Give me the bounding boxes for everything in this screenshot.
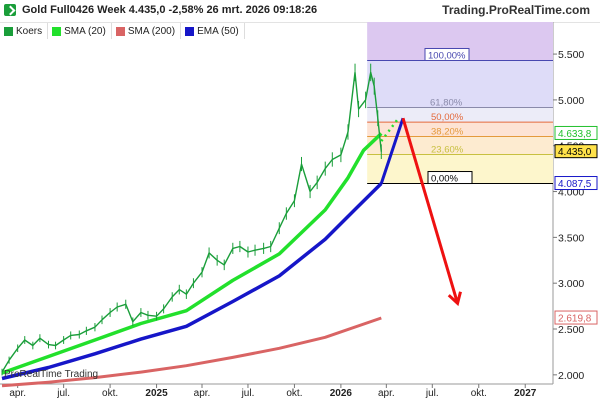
series-line [1,132,383,375]
fib-label-box [424,47,470,61]
axis-value-label: 4.087,5 [558,179,592,190]
axis-value-tag [554,125,598,140]
x-tick-label: jul. [56,388,70,399]
y-tick-label: 5.000 [558,95,584,107]
watermark-note: ProRealTime Trading [4,369,99,380]
projection-arrow-head [447,291,462,307]
fib-level-label: 0,00% [431,174,458,185]
y-tick-label: 2.000 [558,370,584,382]
instrument-title: Gold Full0426 Week 4.435,0 -2,58% 26 mrt… [22,4,318,16]
x-tick-label: okt. [286,388,302,399]
price-line [1,71,382,373]
projection-up-line [379,117,405,184]
x-tick-label: jul. [425,388,439,399]
legend-label: SMA (20) [64,25,106,37]
legend-swatch [4,26,13,36]
x-tick-label: okt. [102,388,118,399]
fib-zone [367,107,553,123]
legend-swatch [52,26,62,36]
legend-item-sma20[interactable]: SMA (20) [48,23,112,39]
fib-label-box [427,171,473,185]
axis-value-tag [554,144,598,159]
y-tick-label: 3.500 [558,232,584,244]
fib-level-label: 50,00% [431,112,464,123]
legend-label: Koers [16,25,43,37]
y-tick-label: 3.000 [558,278,584,290]
x-tick-label: 2026 [330,388,353,399]
axis-value-tag [554,310,598,325]
legend-item-ema50[interactable]: EMA (50) [181,23,245,39]
series-line [1,182,383,381]
x-tick-label: 2027 [514,388,537,399]
x-tick-label: apr. [194,388,211,399]
x-tick-label: apr. [9,388,26,399]
legend-label: EMA (50) [197,25,239,37]
fib-zone [367,122,553,137]
y-tick-label: 2.500 [558,324,584,336]
series-line [1,316,382,388]
x-tick-label: 2025 [145,388,168,399]
legend-item-sma200[interactable]: SMA (200) [112,23,182,39]
x-tick-label: jul. [241,388,255,399]
axis-value-tag [554,176,598,191]
x-tick-label: apr. [378,388,395,399]
x-tick-label: okt. [471,388,487,399]
prorealtime-logo-icon [4,4,16,16]
y-tick-label: 5.500 [558,49,584,61]
fib-level-label: 38,20% [431,127,464,138]
fib-level-label: 23,60% [431,145,464,156]
fib-level-label: 100,00% [428,50,466,61]
projection-down-arrow [401,117,459,304]
indicator-legend: Koers SMA (20) SMA (200) EMA (50) [0,23,245,39]
legend-label: SMA (200) [127,25,176,37]
chart-header: Gold Full0426 Week 4.435,0 -2,58% 26 mrt… [0,0,600,23]
fib-zone [367,60,553,108]
brand-label: Trading.ProRealTime.com [442,3,590,17]
legend-swatch [185,26,195,36]
legend-item-price[interactable]: Koers [0,23,49,39]
axis-value-label: 2.619,8 [558,314,592,325]
fib-level-label: 61,80% [430,98,463,109]
legend-swatch [115,26,125,36]
axis-value-label: 4.435,0 [558,147,592,158]
axis-value-label: 4.633,8 [558,129,592,140]
